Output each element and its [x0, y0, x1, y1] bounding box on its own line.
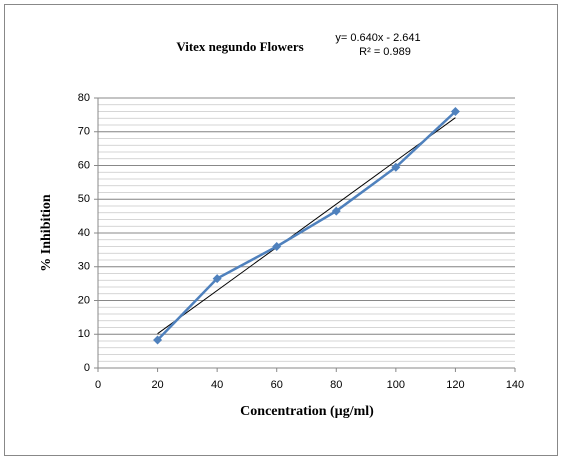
- y-tick-label: 80: [78, 92, 90, 104]
- chart-border: [4, 4, 558, 456]
- y-axis-label: % Inhibition: [39, 194, 54, 272]
- data-point: [391, 162, 401, 172]
- y-tick-label: 0: [84, 362, 90, 374]
- y-tick-label: 60: [78, 159, 90, 171]
- chart-title: Vitex negundo Flowers: [176, 39, 303, 54]
- x-tick-label: 20: [151, 379, 163, 391]
- x-tick-label: 100: [387, 379, 405, 391]
- trend-r2: R² = 0.989: [359, 46, 411, 58]
- data-point: [153, 335, 163, 345]
- series-line: [156, 110, 457, 341]
- trend-equation: y= 0.640x - 2.641: [335, 32, 420, 44]
- x-axis-label: Concentration (µg/ml): [240, 404, 374, 419]
- y-tick-label: 50: [78, 193, 90, 205]
- x-tick-label: 40: [211, 379, 223, 391]
- y-tick-label: 70: [78, 126, 90, 138]
- x-tick-label: 60: [271, 379, 283, 391]
- data-point: [331, 206, 341, 216]
- y-tick-label: 10: [78, 328, 90, 340]
- data-point: [272, 242, 282, 251]
- x-tick-label: 120: [446, 379, 464, 391]
- y-tick-label: 30: [78, 261, 90, 273]
- x-tick-label: 0: [95, 379, 101, 391]
- y-tick-label: 40: [78, 227, 90, 239]
- data-point: [212, 274, 222, 284]
- x-tick-label: 140: [506, 379, 524, 391]
- y-tick-label: 20: [78, 294, 90, 306]
- trendline: [157, 117, 456, 335]
- data-point: [450, 107, 460, 116]
- x-tick-label: 80: [330, 379, 342, 391]
